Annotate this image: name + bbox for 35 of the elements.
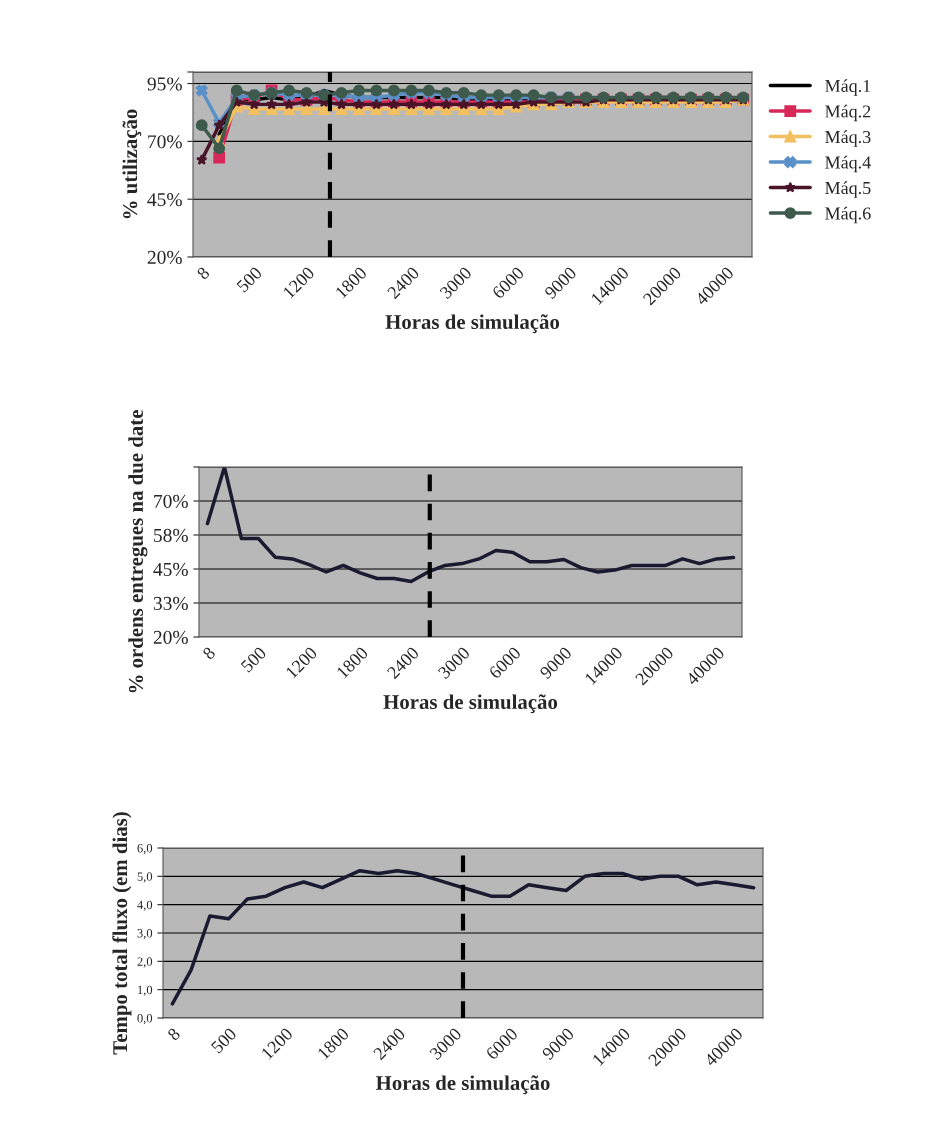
y-tick-label: 70% (154, 494, 188, 508)
x-tick-label: 8 (201, 646, 216, 661)
x-axis-title: Horas de simulação (375, 1075, 550, 1095)
y-tick-label: 45% (147, 193, 182, 207)
legend-label: Máq.3 (825, 130, 871, 147)
y-tick-label: 1,0 (138, 985, 153, 996)
y-axis-title: % ordens entregues na due date (128, 410, 148, 693)
y-tick-label: 58% (154, 528, 188, 542)
legend-label: Máq.2 (825, 104, 871, 122)
y-tick-label: 6,0 (137, 844, 153, 855)
x-tick-label: 500 (236, 266, 263, 293)
y-axis-title: Tempo total fluxo (em dias) (112, 812, 132, 1055)
y-tick-label: 2,0 (137, 957, 153, 968)
x-tick-label: 500 (210, 1027, 238, 1054)
x-tick-label: 1200 (282, 266, 316, 299)
y-tick-label: 45% (153, 562, 188, 576)
y-tick-label: 95% (147, 77, 182, 91)
y-tick-label: 5,0 (137, 872, 153, 883)
y-tick-label: 0,0 (137, 1014, 153, 1025)
x-tick-label: 8 (166, 1027, 181, 1042)
x-axis-title: Horas de simulação (385, 314, 560, 334)
y-axis-title: % utilização (122, 109, 142, 219)
legend-label: Máq.5 (825, 181, 871, 198)
y-tick-label: 33% (153, 596, 188, 610)
y-tick-label: 20% (147, 250, 182, 264)
legend-label: Máq.6 (825, 206, 871, 224)
y-tick-label: 3,0 (137, 929, 153, 940)
y-tick-label: 70% (148, 135, 182, 149)
x-tick-label: 8 (196, 266, 211, 281)
x-tick-label: 500 (240, 646, 267, 673)
legend-label: Máq.4 (825, 155, 871, 173)
x-axis-title: Horas de simulação (383, 694, 558, 714)
legend-label: Máq.1 (825, 79, 871, 96)
y-tick-label: 4,0 (137, 900, 153, 911)
y-tick-label: 20% (153, 630, 188, 644)
